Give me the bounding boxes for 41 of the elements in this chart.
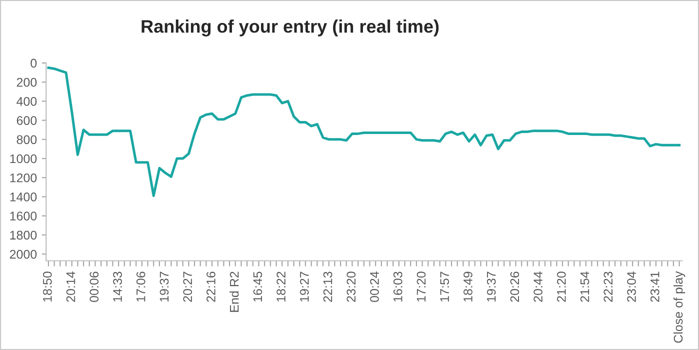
y-tick-label: 800 — [16, 135, 37, 144]
x-tick-label: 00:24 — [370, 272, 379, 302]
x-tick-label: 17:57 — [440, 272, 450, 302]
y-tick-label: 600 — [16, 116, 37, 125]
x-tick-label: End R2 — [230, 272, 239, 312]
x-tick-label: 23:20 — [346, 272, 356, 302]
x-tick-label: 20:14 — [66, 272, 76, 302]
x-tick-label: 22:13 — [323, 272, 332, 302]
x-tick-label: 20:26 — [510, 272, 520, 302]
y-tick-label: 0 — [30, 58, 37, 68]
y-tick-label: 200 — [16, 78, 37, 87]
y-tick-label: 1600 — [10, 212, 37, 221]
x-tick-label: 17:20 — [416, 272, 426, 302]
x-tick-label: 16:03 — [393, 272, 402, 302]
x-tick-label: 19:37 — [486, 272, 496, 302]
x-tick-label: 22:23 — [604, 272, 613, 302]
x-tick-label: 19:37 — [160, 272, 169, 302]
y-tick-label: 1000 — [10, 154, 37, 164]
y-tick-label: 400 — [16, 97, 37, 106]
x-tick-label: 18:22 — [276, 272, 286, 302]
x-tick-label: 17:06 — [136, 272, 146, 302]
x-tick-label: 20:44 — [534, 272, 542, 302]
x-tick-label: 22:16 — [206, 272, 216, 302]
x-tick-label: 21:20 — [556, 272, 566, 302]
x-tick-label: 18:49 — [464, 272, 472, 302]
x-tick-label: 19:27 — [300, 272, 309, 302]
y-tick-label: 1800 — [10, 230, 37, 240]
x-tick-label: 14:33 — [113, 272, 122, 302]
x-tick-label: 00:06 — [90, 272, 99, 302]
x-tick-label: 23:41 — [650, 272, 660, 302]
y-tick-label: 1200 — [10, 173, 37, 182]
x-tick-label: 16:45 — [253, 272, 262, 302]
x-tick-label: 21:54 — [580, 272, 590, 302]
x-tick-label: 23:04 — [627, 272, 636, 302]
x-tick-label: 18:50 — [42, 272, 52, 302]
line-series — [47, 66, 681, 198]
x-tick-label: Close of play — [673, 271, 686, 343]
y-tick-label: 2000 — [10, 250, 37, 259]
chart-title: Ranking of your entry (in real time) — [142, 20, 439, 36]
x-tick-label: 20:27 — [183, 272, 192, 302]
y-tick-label: 1400 — [10, 192, 37, 202]
